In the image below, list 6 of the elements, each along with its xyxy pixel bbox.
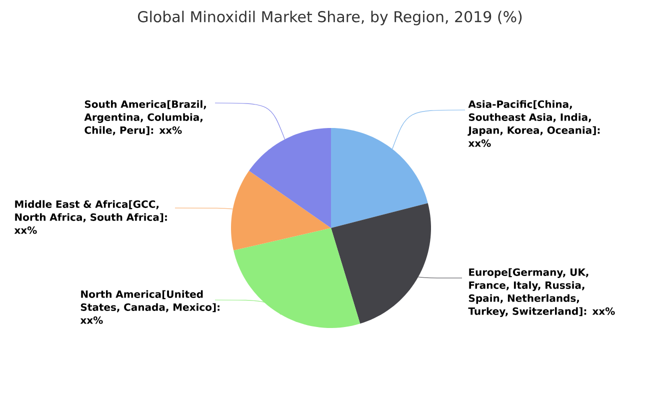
- slice-label: Asia-Pacific[China, Southeast Asia, India, Japan, Korea, Oceania]: xx%: [468, 100, 600, 147]
- slice-label: Middle East & Africa[GCC, North Africa, South Africa]: xx%: [14, 200, 167, 234]
- slice-label: Europe[Germany, UK, France, Italy, Russia, Spain, Netherlands, Turkey, Switzerland]: xx%: [468, 268, 615, 317]
- slice-label: North America[United States, Canada, Mexico]: xx%: [80, 290, 220, 324]
- slice-label: South America[Brazil, Argentina, Columbia, Chile, Peru]: xx%: [84, 100, 206, 136]
- chart-title: Global Minoxidil Market Share, by Region, 2019 (%): [138, 10, 522, 26]
